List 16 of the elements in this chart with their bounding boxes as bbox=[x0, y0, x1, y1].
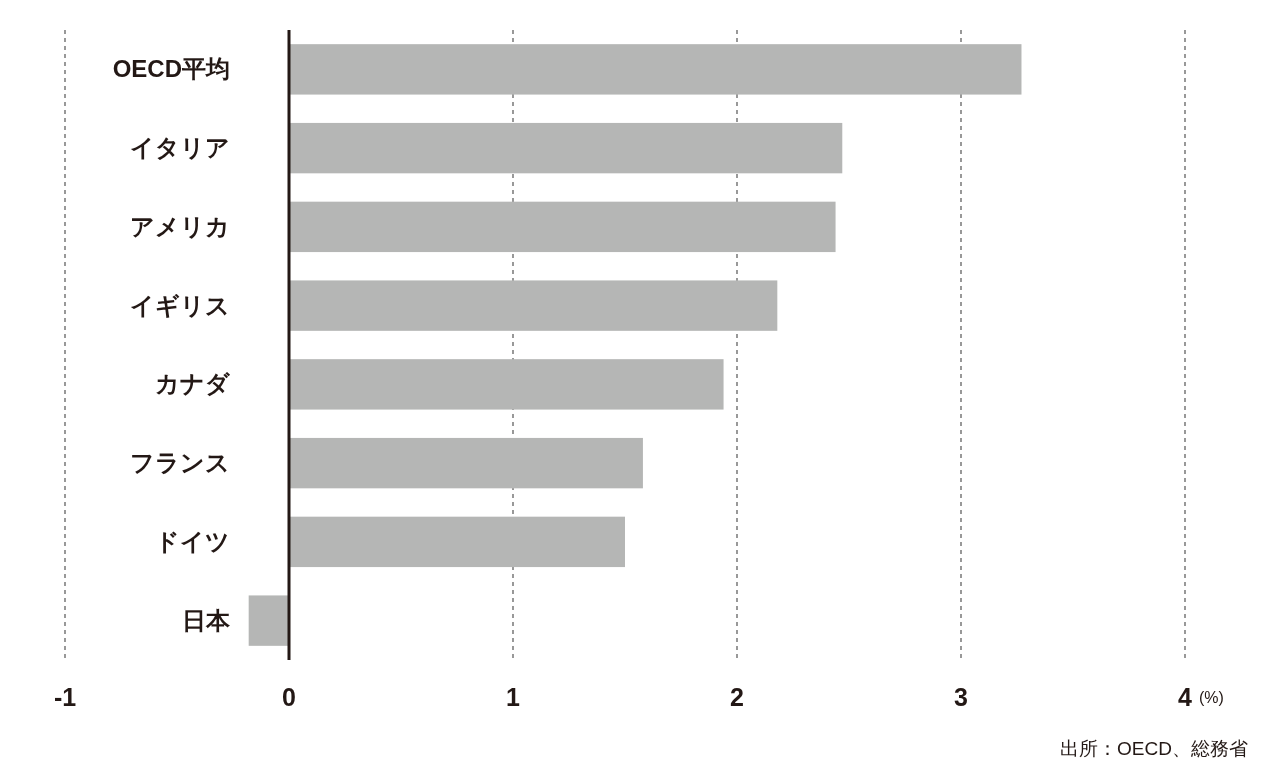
x-axis-title: (%) bbox=[1199, 689, 1224, 706]
y-tick-label: カナダ bbox=[155, 370, 231, 398]
x-tick-label: -1 bbox=[53, 683, 77, 711]
x-tick-label: 3 bbox=[954, 683, 968, 711]
y-tick-label: フランス bbox=[130, 449, 230, 477]
x-tick-label: 4 bbox=[1178, 683, 1193, 711]
x-tick-label: 2 bbox=[730, 683, 744, 711]
y-tick-label: アメリカ bbox=[130, 212, 230, 240]
y-tick-label: OECD平均 bbox=[112, 55, 230, 83]
y-tick-label: イギリス bbox=[130, 291, 230, 319]
y-tick-label: ドイツ bbox=[155, 527, 230, 555]
x-tick-label: 1 bbox=[506, 683, 521, 711]
y-tick-label: 日本 bbox=[182, 606, 231, 634]
text: 出所：OECD、総務省 bbox=[1060, 738, 1248, 759]
y-tick-label: イタリア bbox=[130, 134, 230, 162]
x-tick-label: 0 bbox=[282, 683, 296, 711]
